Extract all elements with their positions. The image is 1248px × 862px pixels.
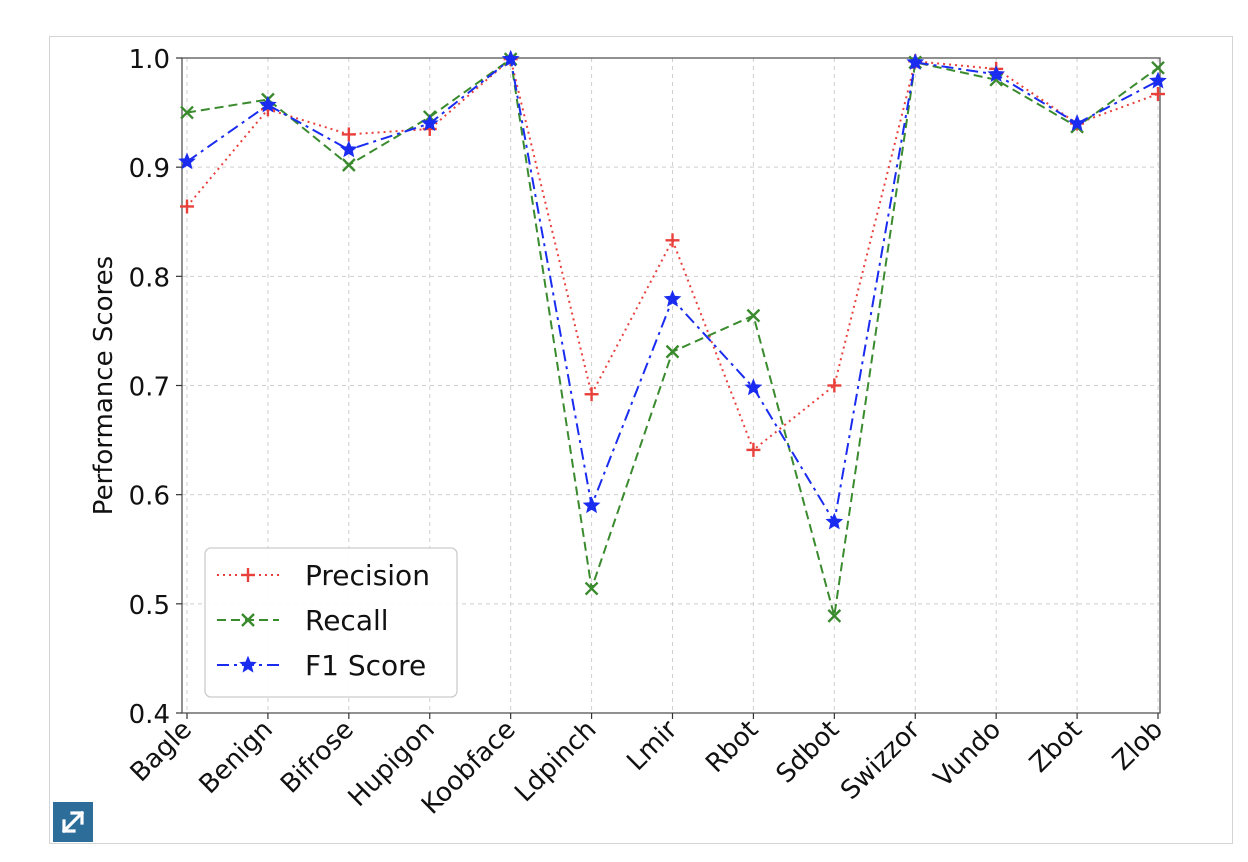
legend-label: F1 Score xyxy=(305,649,426,682)
data-point xyxy=(746,308,761,323)
data-point xyxy=(1151,60,1165,75)
x-tick-label: Sdbot xyxy=(771,715,846,790)
y-axis-label: Performance Scores xyxy=(89,256,119,515)
chart-frame: 0.4 0.5 0.6 0.7 0.8 0.9 1.0 Bagle Benign Bifrose H… xyxy=(49,36,1233,844)
legend-label: Recall xyxy=(305,604,389,637)
data-point xyxy=(1151,87,1165,102)
data-point xyxy=(1068,114,1086,132)
data-point xyxy=(744,378,763,396)
y-tick-label: 0.9 xyxy=(129,154,170,184)
data-point xyxy=(584,387,599,402)
y-tick-label: 0.7 xyxy=(129,373,170,403)
x-tick-label: Swizzor xyxy=(835,715,926,806)
x-tick-label: Zlob xyxy=(1107,715,1169,777)
data-point xyxy=(665,233,680,248)
data-point xyxy=(584,581,599,596)
data-point xyxy=(1149,71,1167,89)
x-tick-label: Lmir xyxy=(621,715,683,777)
legend-marker xyxy=(241,613,255,627)
series-f1-score xyxy=(178,49,1167,530)
expand-arrows-icon xyxy=(61,810,85,834)
legend-item: F1 Score xyxy=(217,649,426,682)
legend-label: Precision xyxy=(305,559,430,592)
data-point xyxy=(259,95,277,113)
data-point xyxy=(420,114,439,132)
data-point xyxy=(341,127,356,142)
x-tick-label: Ldpinch xyxy=(509,715,602,808)
y-tick-label: 0.6 xyxy=(129,482,170,512)
data-point xyxy=(827,378,842,393)
data-point xyxy=(180,199,194,214)
x-tick-label: Vundo xyxy=(928,715,1007,794)
data-point xyxy=(746,442,761,457)
expand-icon[interactable] xyxy=(53,802,93,842)
x-tick-label: Rbot xyxy=(700,715,764,779)
data-point xyxy=(582,496,601,514)
legend xyxy=(204,547,458,698)
data-point xyxy=(825,512,844,530)
data-point xyxy=(180,105,194,120)
line-chart: 0.40.50.60.70.80.91.0BagleBenignBifroseH… xyxy=(89,45,1169,820)
y-tick-label: 0.5 xyxy=(129,591,170,621)
data-point xyxy=(987,65,1006,82)
legend-item: Precision xyxy=(217,559,430,592)
data-point xyxy=(906,53,925,70)
data-point xyxy=(339,140,358,158)
data-point xyxy=(178,152,196,170)
legend-item: Recall xyxy=(217,604,389,637)
y-tick-label: 0.4 xyxy=(129,700,170,730)
data-point xyxy=(501,49,520,67)
legend-marker xyxy=(239,655,257,673)
x-tick-label: Benign xyxy=(194,715,279,800)
legend-marker xyxy=(241,568,255,582)
y-tick-label: 0.8 xyxy=(129,263,170,293)
data-point xyxy=(663,290,682,307)
x-tick-label: Zbot xyxy=(1024,715,1088,779)
data-point xyxy=(827,608,842,623)
y-tick-label: 1.0 xyxy=(129,45,170,75)
data-point xyxy=(341,158,356,172)
data-point xyxy=(665,344,680,359)
